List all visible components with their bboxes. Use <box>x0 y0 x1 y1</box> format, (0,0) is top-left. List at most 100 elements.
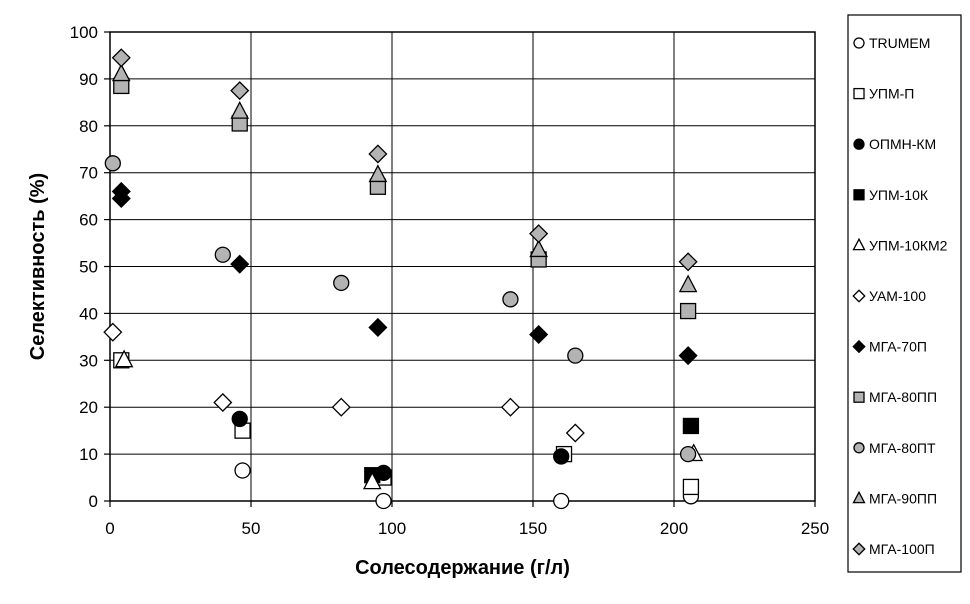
legend-label: МГА-70П <box>869 339 927 355</box>
x-tick-label: 100 <box>378 519 406 538</box>
legend-item: ОПМН-КМ <box>853 136 936 152</box>
legend-marker <box>852 339 866 354</box>
legend-item: УПМ-П <box>853 86 914 102</box>
data-point <box>529 239 548 258</box>
series-9 <box>104 155 697 463</box>
legend-box <box>847 14 962 573</box>
data-points <box>103 48 704 510</box>
x-tick-label: 150 <box>519 519 547 538</box>
legend-marker <box>853 442 865 454</box>
series-7 <box>111 181 698 366</box>
x-tick-label: 250 <box>801 519 829 538</box>
series-4 <box>364 417 700 484</box>
data-point <box>104 155 121 172</box>
legend-item: УАМ-100 <box>852 288 926 304</box>
series-5 <box>114 349 704 490</box>
data-point <box>529 324 549 345</box>
series-10 <box>111 63 698 293</box>
legend-marker <box>853 391 865 403</box>
y-tick-label: 50 <box>79 258 98 277</box>
legend-item: МГА-100П <box>852 541 935 557</box>
legend: TRUMEM УПМ-П ОПМН-КМ УПМ-10К УПМ-10КМ2 УАМ-10… <box>847 14 962 573</box>
legend-marker <box>852 542 866 556</box>
y-tick-label: 60 <box>79 211 98 230</box>
legend-label: ОПМН-КМ <box>869 136 936 152</box>
data-point <box>213 392 233 413</box>
data-point <box>230 100 250 119</box>
axis-ticks: 0 10 20 30 40 50 60 70 80 90 100 0 50 100 150 200 250 <box>70 23 830 538</box>
legend-marker <box>852 237 866 251</box>
data-point <box>234 462 251 479</box>
data-point <box>679 445 697 463</box>
series-8 <box>113 77 697 320</box>
legend-item: УПМ-10КМ2 <box>852 237 948 253</box>
data-point <box>682 478 700 496</box>
data-point <box>230 81 250 101</box>
y-tick-label: 30 <box>79 351 98 370</box>
data-point <box>529 224 549 244</box>
y-tick-label: 100 <box>70 23 98 42</box>
legend-label: МГА-100П <box>869 541 935 557</box>
data-point <box>375 492 392 510</box>
legend-item: УПМ-10К <box>853 187 929 203</box>
legend-marker <box>853 37 865 49</box>
legend-label: МГА-80ПП <box>869 389 937 405</box>
legend-marker <box>853 138 865 150</box>
legend-label: УПМ-П <box>869 86 914 102</box>
data-point <box>114 349 134 368</box>
data-point <box>230 254 250 274</box>
series-3 <box>231 410 570 482</box>
data-point <box>362 471 382 490</box>
data-point <box>678 274 698 293</box>
x-tick-label: 50 <box>242 519 261 538</box>
data-point <box>565 423 585 443</box>
series-11 <box>111 48 698 272</box>
data-point <box>678 346 698 366</box>
x-tick-label: 200 <box>660 519 688 538</box>
legend-label: УПМ-10К <box>869 187 929 203</box>
data-point <box>502 291 519 308</box>
legend-marker <box>852 289 866 303</box>
legend-label: МГА-80ПТ <box>869 440 936 456</box>
data-point <box>368 317 388 338</box>
data-point <box>103 322 123 342</box>
legend-label: TRUMEM <box>869 35 930 51</box>
series-6 <box>103 322 585 443</box>
data-point <box>333 274 350 292</box>
data-point <box>368 144 388 164</box>
legend-label: УАМ-100 <box>869 288 926 304</box>
data-point <box>500 397 520 417</box>
legend-label: МГА-90ПП <box>869 490 937 506</box>
data-point <box>368 164 388 183</box>
data-point <box>679 302 697 320</box>
legend-item: МГА-80ПП <box>853 389 937 405</box>
legend-item: TRUMEM <box>853 35 930 51</box>
data-point <box>678 252 698 272</box>
legend-marker <box>853 189 865 201</box>
y-tick-label: 80 <box>79 117 98 136</box>
data-point <box>111 48 131 68</box>
grid-lines <box>109 31 816 502</box>
data-point <box>331 397 351 417</box>
data-point <box>111 63 131 82</box>
y-tick-label: 20 <box>79 398 98 417</box>
y-axis-title: Селективность (%) <box>27 173 49 360</box>
data-point <box>111 181 131 202</box>
y-tick-label: 90 <box>79 70 98 89</box>
legend-item: МГА-90ПП <box>852 490 937 506</box>
legend-marker <box>853 87 865 100</box>
data-point <box>553 448 570 465</box>
legend-item: МГА-80ПТ <box>853 440 936 456</box>
y-tick-label: 0 <box>89 492 98 511</box>
legend-item: МГА-70П <box>852 339 927 355</box>
y-tick-label: 40 <box>79 304 98 323</box>
data-point <box>231 410 248 428</box>
data-point <box>214 246 231 263</box>
data-point <box>553 492 570 510</box>
x-tick-label: 0 <box>105 519 114 538</box>
series-2 <box>113 352 700 496</box>
y-tick-label: 70 <box>79 164 98 183</box>
data-point <box>682 417 700 435</box>
data-point <box>567 347 584 364</box>
